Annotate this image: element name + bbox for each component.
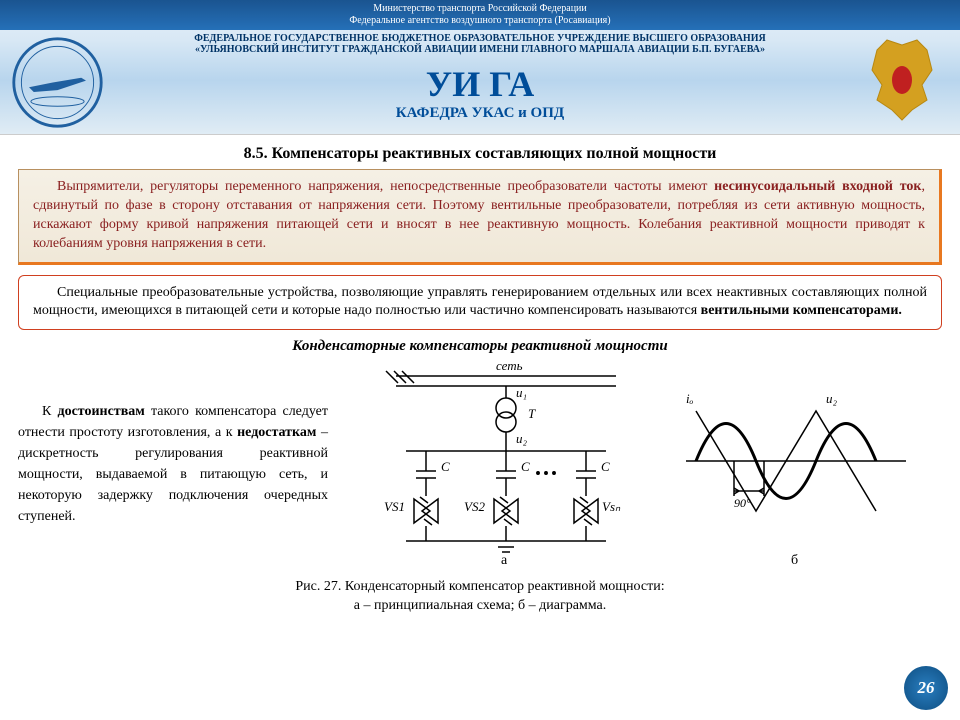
lbl-C3: C: [601, 459, 610, 475]
eagle-emblem-icon: [862, 35, 942, 125]
page-number-badge: 26: [904, 666, 948, 710]
section-name: Компенсаторы реактивных составляющих пол…: [272, 145, 717, 162]
ministry-line2: Федеральное агентство воздушного транспо…: [0, 15, 960, 27]
lbl-net: сеть: [496, 358, 523, 374]
institution-block: ФЕДЕРАЛЬНОЕ ГОСУДАРСТВЕННОЕ БЮДЖЕТНОЕ ОБ…: [0, 30, 960, 55]
lbl-a: а: [501, 553, 507, 569]
lbl-VSn: Vsₙ: [602, 499, 620, 515]
section-title: 8.5. Компенсаторы реактивных составляющи…: [18, 145, 942, 163]
circuit-diagram: [346, 361, 926, 571]
page-header: Министерство транспорта Российской Федер…: [0, 0, 960, 135]
fig-num: Рис. 27.: [295, 579, 341, 594]
inst-line2: «УЛЬЯНОВСКИЙ ИНСТИТУТ ГРАЖДАНСКОЙ АВИАЦИ…: [120, 44, 840, 55]
lbl-angle: 90°: [734, 496, 751, 511]
intro-t1: Выпрямители, регуляторы переменного напр…: [57, 179, 714, 194]
main-title: УИ ГА: [0, 63, 960, 105]
lb2: недостаткам: [237, 425, 316, 440]
intro-box: Выпрямители, регуляторы переменного напр…: [18, 169, 942, 265]
lbl-T: T: [528, 406, 535, 422]
subtitle: КАФЕДРА УКАС и ОПД: [0, 105, 960, 122]
figure-caption: Рис. 27. Конденсаторный компенсатор реак…: [18, 578, 942, 614]
def-bold: вентильными компенсаторами.: [701, 303, 902, 318]
fig-title: Конденсаторный компенсатор реактивной мо…: [345, 579, 665, 594]
content-area: 8.5. Компенсаторы реактивных составляющи…: [0, 135, 960, 615]
lt1: К: [42, 404, 57, 419]
ministry-line1: Министерство транспорта Российской Федер…: [0, 3, 960, 15]
fig-sub: а – принципиальная схема; б – диаграмма.: [354, 598, 607, 613]
main-row: К достоинствам такого компенсатора следу…: [18, 361, 942, 576]
inst-line1: ФЕДЕРАЛЬНОЕ ГОСУДАРСТВЕННОЕ БЮДЖЕТНОЕ ОБ…: [120, 33, 840, 44]
lb1: достоинствам: [57, 404, 144, 419]
advantages-text: К достоинствам такого компенсатора следу…: [18, 361, 328, 527]
lbl-u1: u₁: [516, 385, 527, 401]
lbl-VS2: VS2: [464, 499, 485, 515]
lbl-u2b: u₂: [826, 391, 837, 407]
institute-logo-icon: [10, 35, 105, 130]
section-number: 8.5.: [244, 145, 268, 162]
ministry-bar: Министерство транспорта Российской Федер…: [0, 0, 960, 30]
lbl-b: б: [791, 553, 798, 569]
lbl-u2: u₂: [516, 431, 527, 447]
definition-box: Специальные преобразовательные устройств…: [18, 275, 942, 331]
page-number: 26: [918, 678, 935, 698]
subsection-title: Конденсаторные компенсаторы реактивной м…: [18, 338, 942, 355]
diagram-area: сеть u₁ T u₂ C C C VS1 VS2 Vsₙ iₒ u₂ 90°…: [346, 361, 942, 576]
intro-bold: несинусоидальный входной ток: [714, 179, 921, 194]
lbl-C1: C: [441, 459, 450, 475]
lbl-C2: C: [521, 459, 530, 475]
lbl-VS1: VS1: [384, 499, 405, 515]
lbl-ic: iₒ: [686, 391, 693, 407]
